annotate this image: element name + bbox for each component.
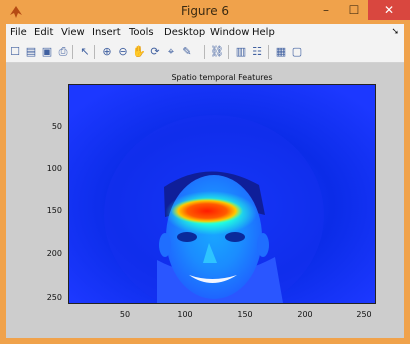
zoom-in-icon[interactable]: ⊕	[102, 45, 112, 58]
hide-plot-tools-icon[interactable]: ▦	[275, 45, 287, 58]
menu-file[interactable]: File	[10, 27, 27, 38]
x-tick-label: 250	[356, 310, 372, 319]
print-icon[interactable]: ⎙	[58, 45, 68, 58]
zoom-out-icon[interactable]: ⊖	[118, 45, 128, 58]
x-tick-label: 100	[177, 310, 193, 319]
window-title: Figure 6	[180, 4, 230, 18]
figure-client-area: File Edit View Insert Tools Desktop Wind…	[6, 24, 404, 338]
y-tick-label: 250	[46, 293, 62, 302]
menu-help[interactable]: Help	[252, 27, 275, 38]
figure-toolbar: ☐ ▤ ▣ ⎙ ↖ ⊕ ⊖ ✋ ⟳ ⌖ ✎ ⛓ ▥ ☷ ▦ ▢	[6, 42, 404, 63]
brush-icon[interactable]: ✎	[182, 45, 192, 58]
matlab-app-icon	[10, 6, 22, 18]
menu-insert[interactable]: Insert	[92, 27, 121, 38]
left-ear-region	[159, 233, 171, 257]
data-cursor-icon[interactable]: ⌖	[167, 45, 175, 58]
rotate-3d-icon[interactable]: ⟳	[150, 45, 160, 58]
maximize-button[interactable]: ☐	[348, 3, 360, 17]
menu-tools[interactable]: Tools	[129, 27, 154, 38]
nose-region	[203, 243, 217, 263]
toolbar-separator	[94, 45, 95, 59]
toolbar-separator	[72, 45, 73, 59]
plot-title: Spatio temporal Features	[171, 73, 273, 82]
jet-heatmap-image	[69, 85, 375, 303]
left-eye-region	[177, 232, 197, 242]
forehead-hot-spot	[171, 198, 243, 224]
x-tick-label: 200	[297, 310, 313, 319]
menu-overflow-icon[interactable]: ➘	[391, 27, 399, 37]
right-eye-region	[225, 232, 245, 242]
show-plot-tools-icon[interactable]: ▢	[291, 45, 303, 58]
menu-view[interactable]: View	[61, 27, 85, 38]
toolbar-separator	[228, 45, 229, 59]
figure-canvas: Spatio temporal Features 50 100 150 200 …	[6, 63, 404, 338]
y-tick-label: 200	[46, 249, 62, 258]
y-tick-label: 150	[46, 206, 62, 215]
close-button[interactable]: ✕	[368, 0, 410, 20]
x-tick-label: 50	[119, 310, 131, 319]
pan-hand-icon[interactable]: ✋	[132, 45, 146, 58]
new-figure-icon[interactable]: ☐	[10, 45, 20, 58]
menu-window[interactable]: Window	[210, 27, 250, 38]
toolbar-separator	[268, 45, 269, 59]
heatmap-axes[interactable]	[68, 84, 376, 304]
legend-icon[interactable]: ☷	[252, 45, 262, 58]
menu-desktop[interactable]: Desktop	[164, 27, 206, 38]
title-bar[interactable]: Figure 6 – ☐ ✕	[0, 0, 410, 24]
colorbar-icon[interactable]: ▥	[235, 45, 247, 58]
link-plot-icon[interactable]: ⛓	[210, 45, 224, 58]
right-ear-region	[257, 233, 269, 257]
save-icon[interactable]: ▣	[41, 45, 53, 58]
minimize-button[interactable]: –	[323, 3, 329, 17]
mouth-region	[189, 275, 237, 283]
open-file-icon[interactable]: ▤	[25, 45, 37, 58]
toolbar-separator	[204, 45, 205, 59]
x-tick-label: 150	[237, 310, 253, 319]
y-tick-label: 100	[46, 164, 62, 173]
y-tick-label: 50	[51, 122, 62, 131]
edit-plot-arrow-icon[interactable]: ↖	[80, 45, 90, 58]
menu-edit[interactable]: Edit	[34, 27, 54, 38]
menu-bar: File Edit View Insert Tools Desktop Wind…	[6, 24, 404, 42]
